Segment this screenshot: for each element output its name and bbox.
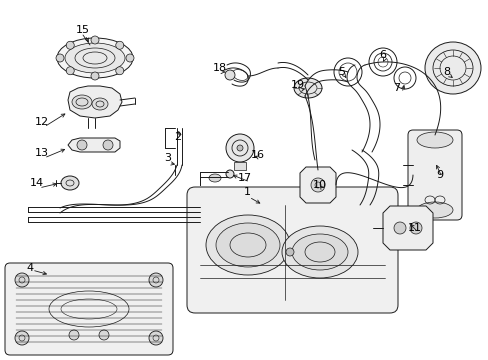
Text: 10: 10	[312, 180, 326, 190]
Circle shape	[285, 248, 293, 256]
Circle shape	[66, 41, 74, 49]
Circle shape	[126, 54, 134, 62]
FancyBboxPatch shape	[407, 130, 461, 220]
Ellipse shape	[57, 38, 133, 78]
Circle shape	[69, 330, 79, 340]
Ellipse shape	[291, 234, 347, 270]
Circle shape	[77, 140, 87, 150]
Ellipse shape	[424, 42, 480, 94]
Ellipse shape	[65, 43, 125, 73]
Circle shape	[149, 273, 163, 287]
Text: 5: 5	[338, 67, 345, 77]
Ellipse shape	[416, 202, 452, 218]
Ellipse shape	[61, 176, 79, 190]
Circle shape	[91, 36, 99, 44]
Text: 14: 14	[30, 178, 44, 188]
Ellipse shape	[72, 95, 92, 109]
Text: 1: 1	[243, 187, 250, 197]
Ellipse shape	[208, 174, 221, 182]
Circle shape	[116, 41, 123, 49]
Circle shape	[149, 331, 163, 345]
Polygon shape	[68, 86, 122, 118]
Circle shape	[225, 134, 253, 162]
Circle shape	[66, 67, 74, 75]
Text: 15: 15	[76, 25, 90, 35]
Circle shape	[103, 140, 113, 150]
Text: 19: 19	[290, 80, 305, 90]
Circle shape	[237, 145, 243, 151]
Ellipse shape	[205, 215, 289, 275]
Ellipse shape	[293, 78, 321, 98]
Ellipse shape	[416, 132, 452, 148]
Circle shape	[91, 72, 99, 80]
Text: 12: 12	[35, 117, 49, 127]
Circle shape	[56, 54, 64, 62]
Circle shape	[409, 222, 421, 234]
Text: 11: 11	[407, 223, 421, 233]
Circle shape	[99, 330, 109, 340]
Text: 18: 18	[212, 63, 226, 73]
Text: 7: 7	[393, 83, 400, 93]
Polygon shape	[382, 206, 432, 250]
Text: 9: 9	[436, 170, 443, 180]
Text: 17: 17	[238, 173, 251, 183]
Polygon shape	[299, 167, 335, 203]
FancyBboxPatch shape	[5, 263, 173, 355]
Ellipse shape	[92, 98, 108, 110]
Polygon shape	[68, 138, 120, 152]
Ellipse shape	[282, 226, 357, 278]
Text: 2: 2	[174, 132, 181, 142]
Text: 6: 6	[379, 50, 386, 60]
FancyBboxPatch shape	[186, 187, 397, 313]
Polygon shape	[234, 162, 245, 170]
Circle shape	[393, 222, 405, 234]
Circle shape	[224, 70, 235, 80]
Text: 16: 16	[250, 150, 264, 160]
Circle shape	[116, 67, 123, 75]
Circle shape	[310, 178, 325, 192]
Circle shape	[15, 331, 29, 345]
Text: 3: 3	[164, 153, 171, 163]
Text: 8: 8	[443, 67, 449, 77]
Text: 13: 13	[35, 148, 49, 158]
Text: 4: 4	[26, 263, 34, 273]
Circle shape	[225, 170, 234, 178]
Ellipse shape	[216, 223, 280, 267]
Circle shape	[15, 273, 29, 287]
